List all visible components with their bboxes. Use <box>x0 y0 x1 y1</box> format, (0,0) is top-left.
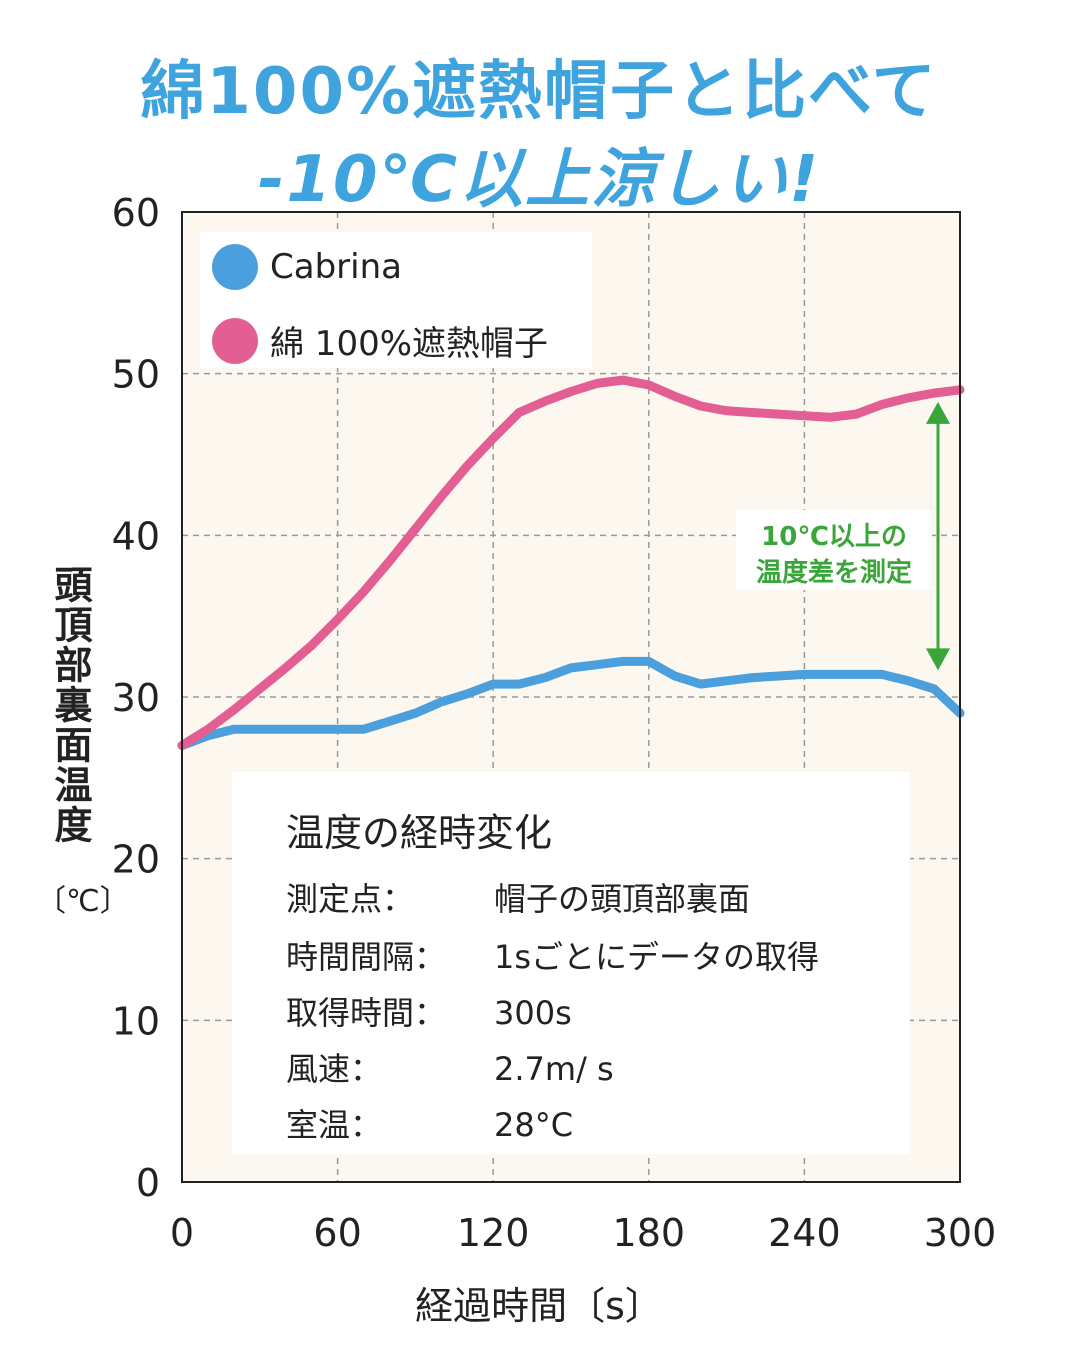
difference-arrow-head-down <box>926 648 950 671</box>
info-key: 測定点： <box>286 880 415 918</box>
info-row: 時間間隔： 1sごとにデータの取得 <box>286 932 819 978</box>
difference-arrow <box>926 401 950 671</box>
y-tick-label: 20 <box>112 838 160 882</box>
info-row: 測定点： 帽子の頭頂部裏面 <box>286 874 750 920</box>
info-title: 温度の経時変化 <box>286 811 553 855</box>
legend-item-cotton: 綿 100%遮熱帽子 <box>212 316 548 365</box>
info-key: 取得時間： <box>286 994 447 1032</box>
axis-tick-labels: 0 10 20 30 40 50 60 0 60 120 180 240 300 <box>112 191 997 1255</box>
info-value: 28°C <box>494 1106 574 1144</box>
legend-label-cabrina: Cabrina <box>270 247 402 287</box>
legend: Cabrina 綿 100%遮熱帽子 <box>200 232 592 368</box>
x-tick-label: 120 <box>457 1211 530 1255</box>
annotation-line-1: 10℃以上の <box>761 522 907 552</box>
legend-item-cabrina: Cabrina <box>212 244 402 290</box>
annotation-box: 10℃以上の 温度差を測定 <box>736 510 932 590</box>
y-axis-label: 頭頂部裏面温度 <box>48 565 92 845</box>
y-tick-label: 0 <box>136 1161 160 1205</box>
headline-line-2: -10℃以上涼しい! <box>257 143 821 217</box>
series-lines <box>177 375 965 750</box>
info-key: 時間間隔： <box>286 938 447 976</box>
info-key: 室温： <box>286 1106 383 1144</box>
legend-swatch-cotton <box>212 317 258 364</box>
x-tick-label: 0 <box>170 1211 194 1255</box>
difference-arrow-head-up <box>926 401 950 424</box>
x-tick-label: 180 <box>613 1211 686 1255</box>
y-tick-label: 40 <box>112 514 160 558</box>
info-row: 風速： 2.7m/ s <box>286 1044 614 1090</box>
legend-label-cotton: 綿 100%遮熱帽子 <box>270 324 549 364</box>
info-row: 室温： 28°C <box>286 1100 573 1146</box>
info-panel: 温度の経時変化 測定点： 帽子の頭頂部裏面 時間間隔： 1sごとにデータの取得 取得… <box>232 772 910 1154</box>
info-value: 300s <box>494 994 572 1032</box>
y-tick-label: 60 <box>112 191 160 235</box>
y-axis-unit: 〔℃〕 <box>36 884 130 919</box>
plot-frame <box>181 211 961 1183</box>
x-tick-label: 240 <box>768 1211 841 1255</box>
series-line-cotton <box>177 375 965 750</box>
annotation-line-2: 温度差を測定 <box>755 558 912 588</box>
y-tick-label: 10 <box>112 999 160 1043</box>
x-axis-label: 経過時間〔s〕 <box>415 1284 663 1328</box>
y-tick-label: 50 <box>112 353 160 397</box>
headline-line-1: 綿100%遮熱帽子と比べて <box>140 55 938 129</box>
x-tick-label: 60 <box>313 1211 361 1255</box>
info-key: 風速： <box>286 1050 383 1088</box>
y-tick-label: 30 <box>112 676 160 720</box>
info-row: 取得時間： 300s <box>286 988 572 1034</box>
info-value: 1sごとにデータの取得 <box>494 938 820 976</box>
info-value: 帽子の頭頂部裏面 <box>494 880 751 918</box>
legend-swatch-cabrina <box>212 244 258 290</box>
x-tick-label: 300 <box>924 1211 997 1255</box>
info-value: 2.7m/ s <box>494 1050 614 1088</box>
series-line-cabrina <box>177 656 965 750</box>
